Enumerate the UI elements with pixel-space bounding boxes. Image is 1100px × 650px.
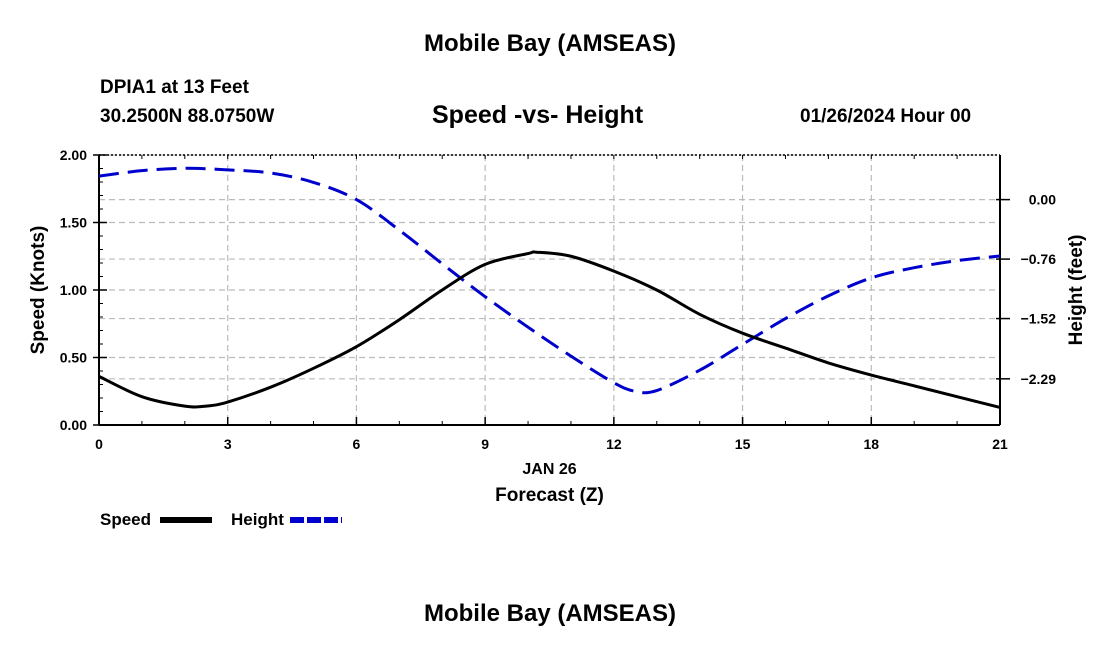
y2-tick-label: −0.76 bbox=[1021, 251, 1057, 267]
y-axis-label: Speed (Knots) bbox=[28, 226, 49, 355]
x-tick-label: 6 bbox=[353, 436, 361, 452]
footer-title: Mobile Bay (AMSEAS) bbox=[423, 600, 677, 627]
forecast-datetime: 01/26/2024 Hour 00 bbox=[800, 106, 972, 127]
y-tick-label: 1.50 bbox=[60, 215, 87, 231]
y2-tick-label: 0.00 bbox=[1029, 192, 1056, 208]
y-tick-label: 0.00 bbox=[60, 417, 87, 433]
x-tick-label: 12 bbox=[606, 436, 622, 452]
x-date-label: JAN 26 bbox=[522, 461, 576, 478]
y-tick-label: 0.50 bbox=[60, 350, 87, 366]
chart-title: Speed -vs- Height bbox=[432, 101, 644, 129]
x-tick-label: 18 bbox=[863, 436, 879, 452]
x-tick-label: 3 bbox=[224, 436, 232, 452]
y2-axis-label: Height (feet) bbox=[1066, 235, 1087, 346]
page-title: Mobile Bay (AMSEAS) bbox=[423, 30, 677, 57]
y-tick-label: 1.00 bbox=[60, 282, 87, 298]
y2-tick-label: −2.29 bbox=[1021, 371, 1057, 387]
x-tick-label: 0 bbox=[95, 436, 103, 452]
legend-speed-label: Speed bbox=[100, 510, 152, 529]
x-tick-label: 9 bbox=[481, 436, 489, 452]
height-series-line bbox=[98, 166, 1001, 395]
y2-tick-label: −1.52 bbox=[1021, 311, 1057, 327]
station-coordinates: 30.2500N 88.0750W bbox=[100, 106, 275, 127]
speed-series-line bbox=[98, 250, 1001, 409]
x-tick-label: 15 bbox=[735, 436, 751, 452]
x-axis-label: Forecast (Z) bbox=[495, 485, 604, 506]
x-tick-label: 21 bbox=[992, 436, 1008, 452]
legend-height-label: Height bbox=[231, 510, 284, 529]
station-label: DPIA1 at 13 Feet bbox=[100, 77, 249, 98]
y-tick-label: 2.00 bbox=[60, 147, 87, 163]
